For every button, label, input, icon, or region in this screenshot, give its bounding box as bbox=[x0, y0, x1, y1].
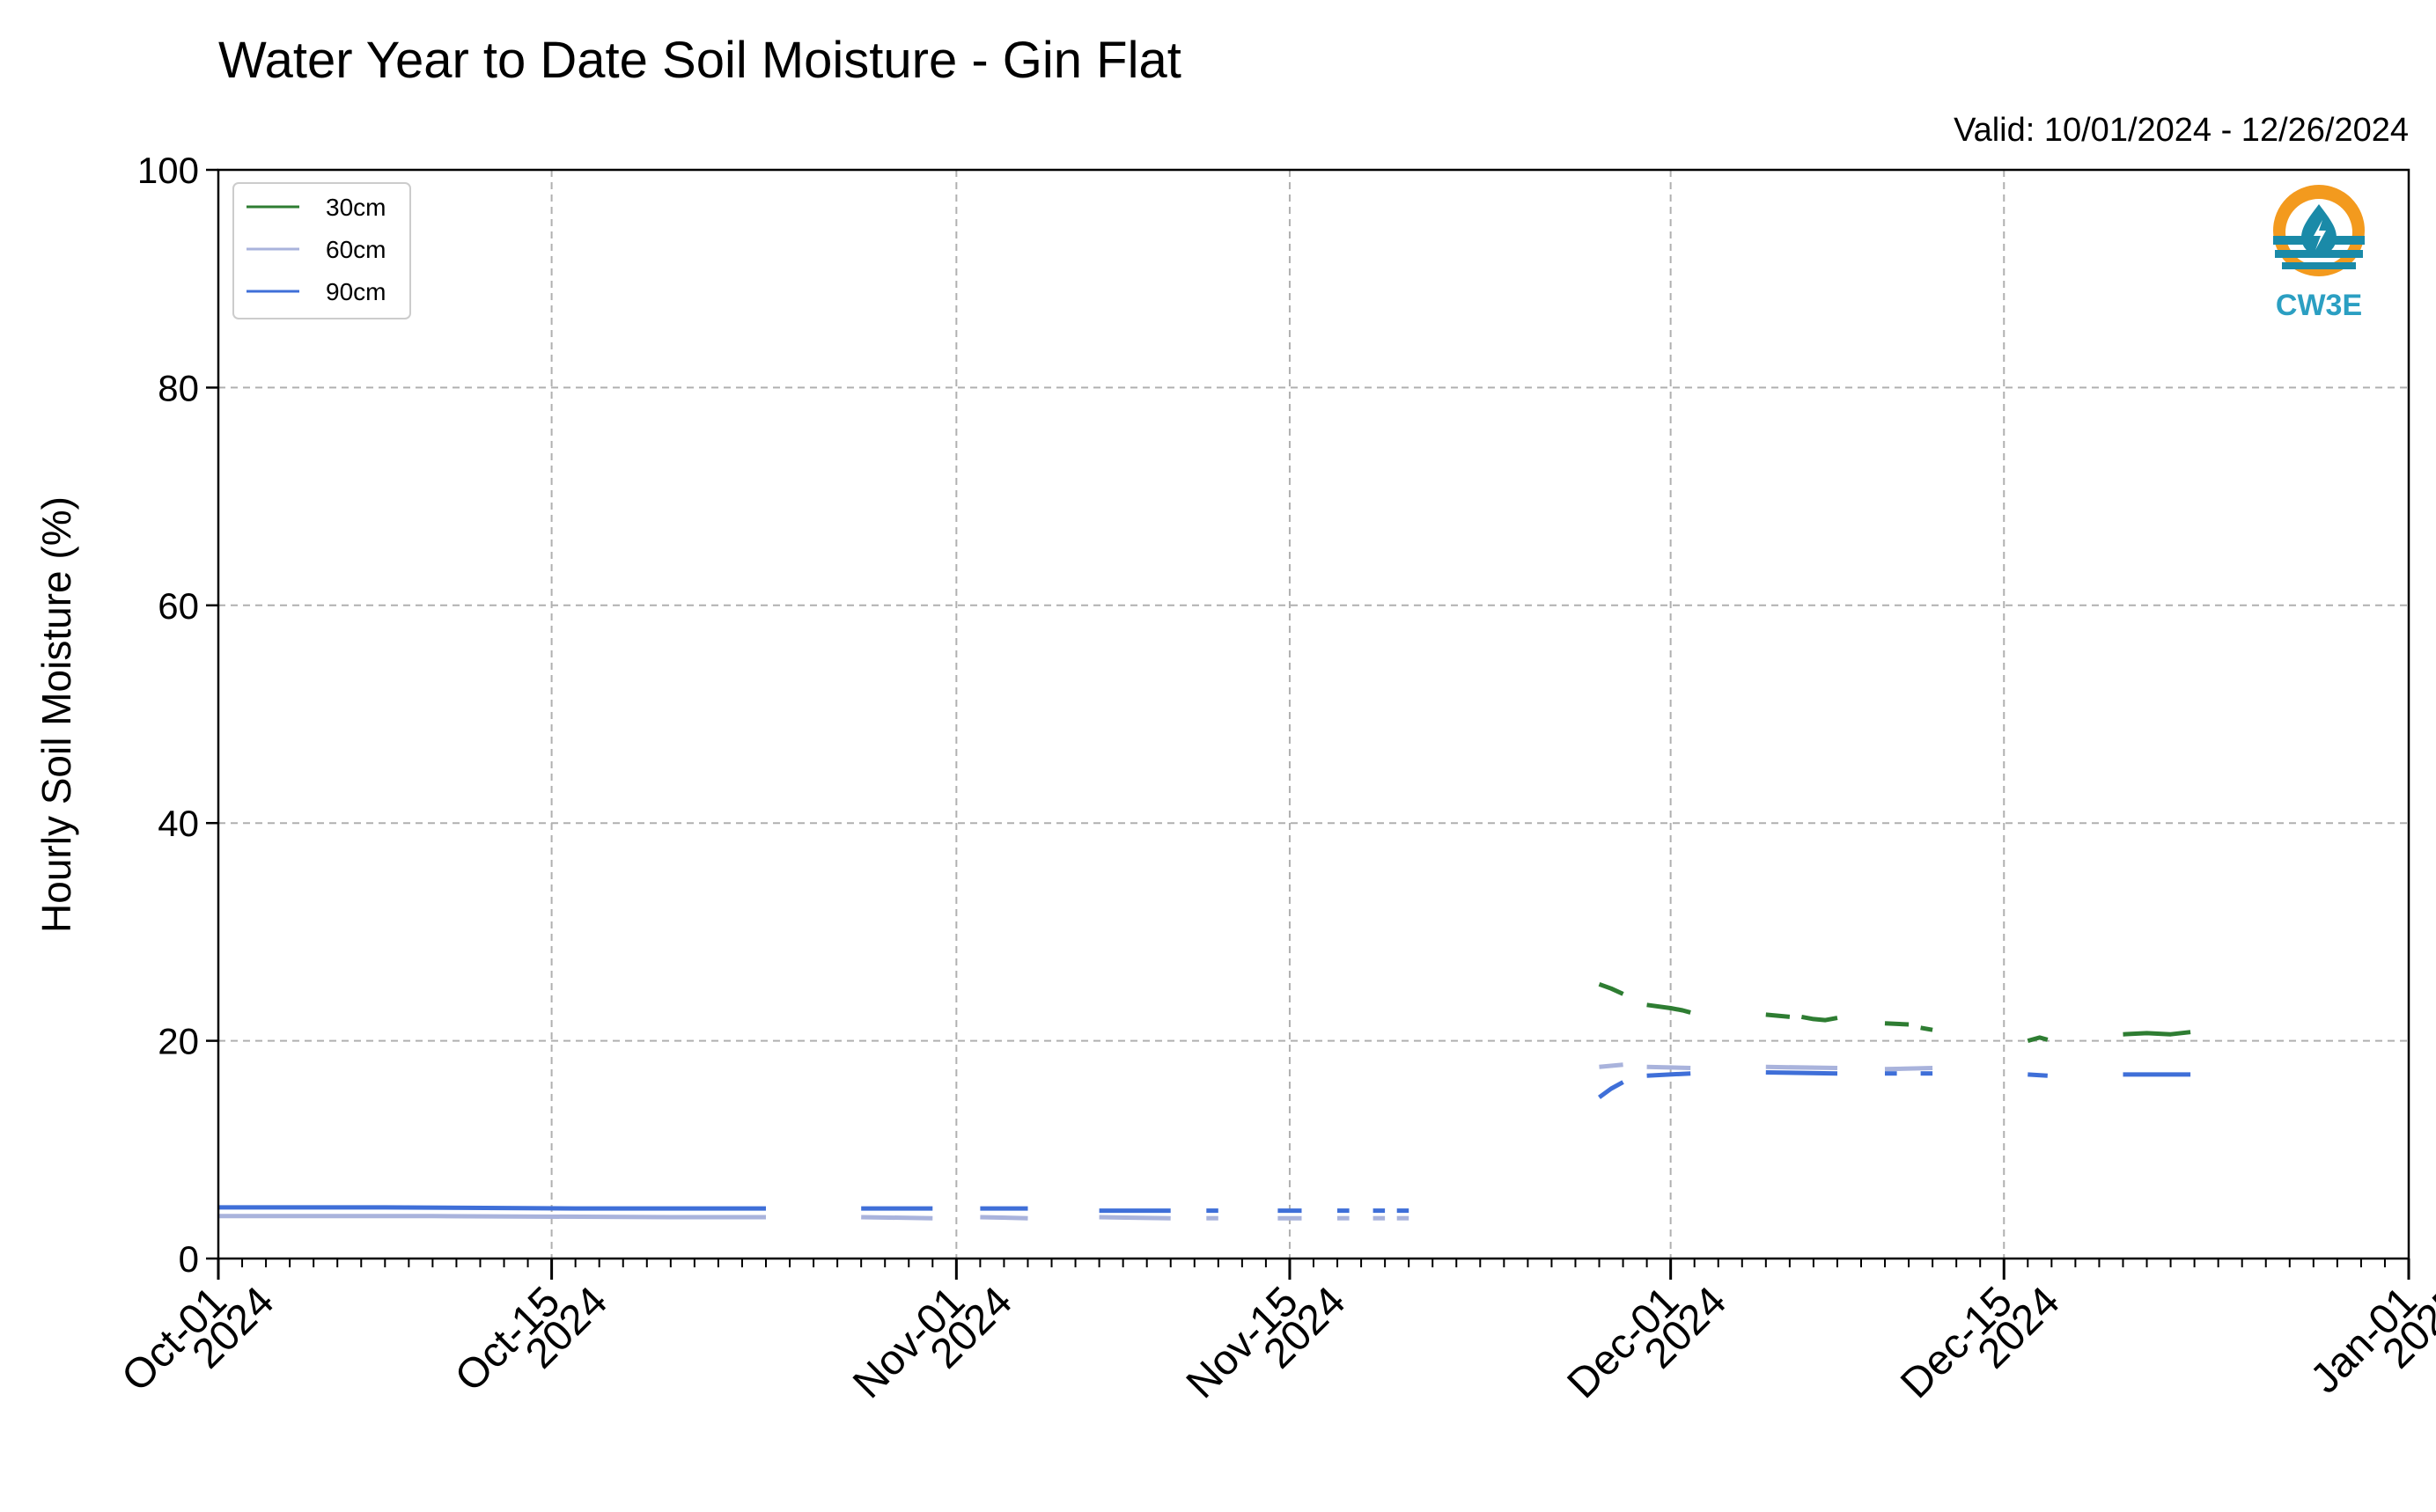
legend: 30cm 60cm 90cm bbox=[232, 182, 411, 319]
y-axis-label: Hourly Soil Moisture (%) bbox=[33, 496, 79, 933]
legend-box bbox=[232, 182, 411, 319]
series-segment-60cm bbox=[1884, 1066, 1933, 1072]
grid-lines bbox=[218, 170, 2409, 1259]
series-lines bbox=[218, 981, 2191, 1221]
y-tick-label: 20 bbox=[158, 1021, 199, 1062]
series-segment-30cm bbox=[2123, 1030, 2191, 1037]
series-segment-60cm bbox=[1765, 1064, 1838, 1070]
series-30cm bbox=[1598, 981, 2191, 1044]
series-segment-60cm bbox=[861, 1215, 933, 1221]
series-90cm bbox=[218, 1070, 2191, 1214]
y-tick-label: 60 bbox=[158, 585, 199, 627]
y-tick-label: 80 bbox=[158, 367, 199, 408]
series-segment-90cm bbox=[218, 1205, 766, 1211]
series-segment-60cm bbox=[1646, 1064, 1691, 1070]
series-segment-30cm bbox=[2027, 1035, 2049, 1044]
series-segment-90cm bbox=[1765, 1070, 1838, 1076]
series-segment-90cm bbox=[1598, 1080, 1624, 1099]
series-segment-30cm bbox=[1598, 981, 1624, 996]
series-segment-30cm bbox=[1765, 1012, 1791, 1019]
series-segment-60cm bbox=[218, 1214, 766, 1220]
chart-subtitle: Valid: 10/01/2024 - 12/26/2024 bbox=[1954, 112, 2409, 149]
plot-frame bbox=[217, 168, 2410, 1260]
y-axis: 0 20 40 60 80 100 bbox=[137, 150, 218, 1280]
series-segment-60cm bbox=[1599, 1062, 1623, 1069]
series-segment-30cm bbox=[1920, 1025, 1933, 1032]
y-tick-label: 40 bbox=[158, 803, 199, 844]
series-segment-30cm bbox=[1646, 1002, 1691, 1015]
series-segment-90cm bbox=[1646, 1071, 1691, 1078]
legend-label-60cm: 60cm bbox=[326, 236, 386, 263]
legend-label-30cm: 30cm bbox=[326, 194, 386, 221]
y-tick-label: 100 bbox=[137, 150, 199, 191]
series-segment-60cm bbox=[1099, 1215, 1171, 1221]
series-segment-30cm bbox=[1800, 1014, 1838, 1023]
series-60cm bbox=[218, 1062, 1933, 1221]
legend-label-90cm: 90cm bbox=[326, 278, 386, 305]
cw3e-logo: CW3E bbox=[2273, 185, 2365, 322]
series-segment-60cm bbox=[980, 1215, 1028, 1221]
cw3e-logo-text: CW3E bbox=[2276, 289, 2362, 322]
chart-title: Water Year to Date Soil Moisture - Gin F… bbox=[218, 32, 1181, 89]
y-tick-label: 0 bbox=[179, 1238, 199, 1280]
